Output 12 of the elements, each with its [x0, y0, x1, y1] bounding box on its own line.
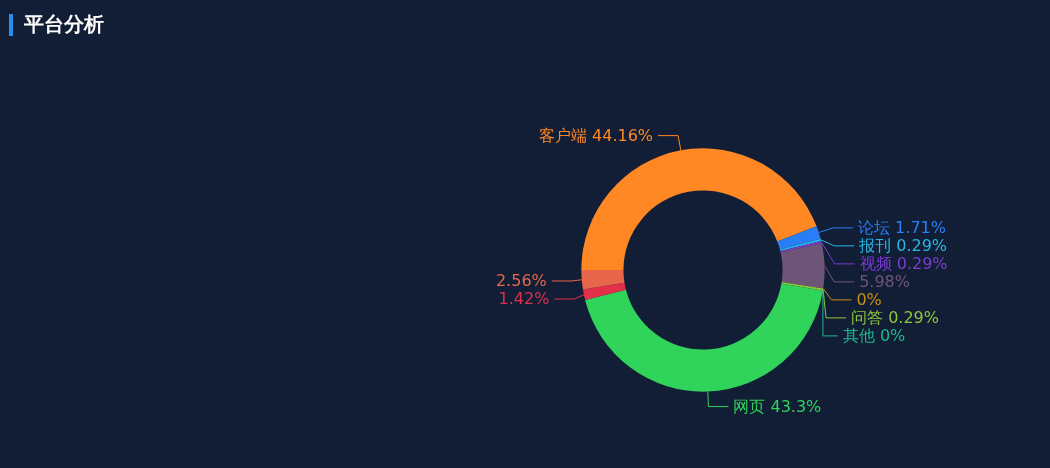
- slice-label: 视频 0.29%: [859, 254, 948, 274]
- data-label: 2.56%: [495, 271, 547, 291]
- slice-label: 论坛 1.71%: [858, 218, 946, 238]
- slice-label: 客户端 44.16%: [538, 126, 654, 146]
- slice-label: 问答 0.29%: [851, 308, 939, 328]
- slice-label: 报刊 0.29%: [858, 236, 948, 256]
- text: 平台分析: [24, 11, 104, 38]
- data-label: 5.98%: [859, 272, 910, 292]
- category-label: 其他 0%: [842, 326, 906, 346]
- data-label: 1.42%: [498, 289, 550, 309]
- slice-label: 网页 43.3%: [733, 397, 822, 417]
- text: 0%: [856, 290, 882, 310]
